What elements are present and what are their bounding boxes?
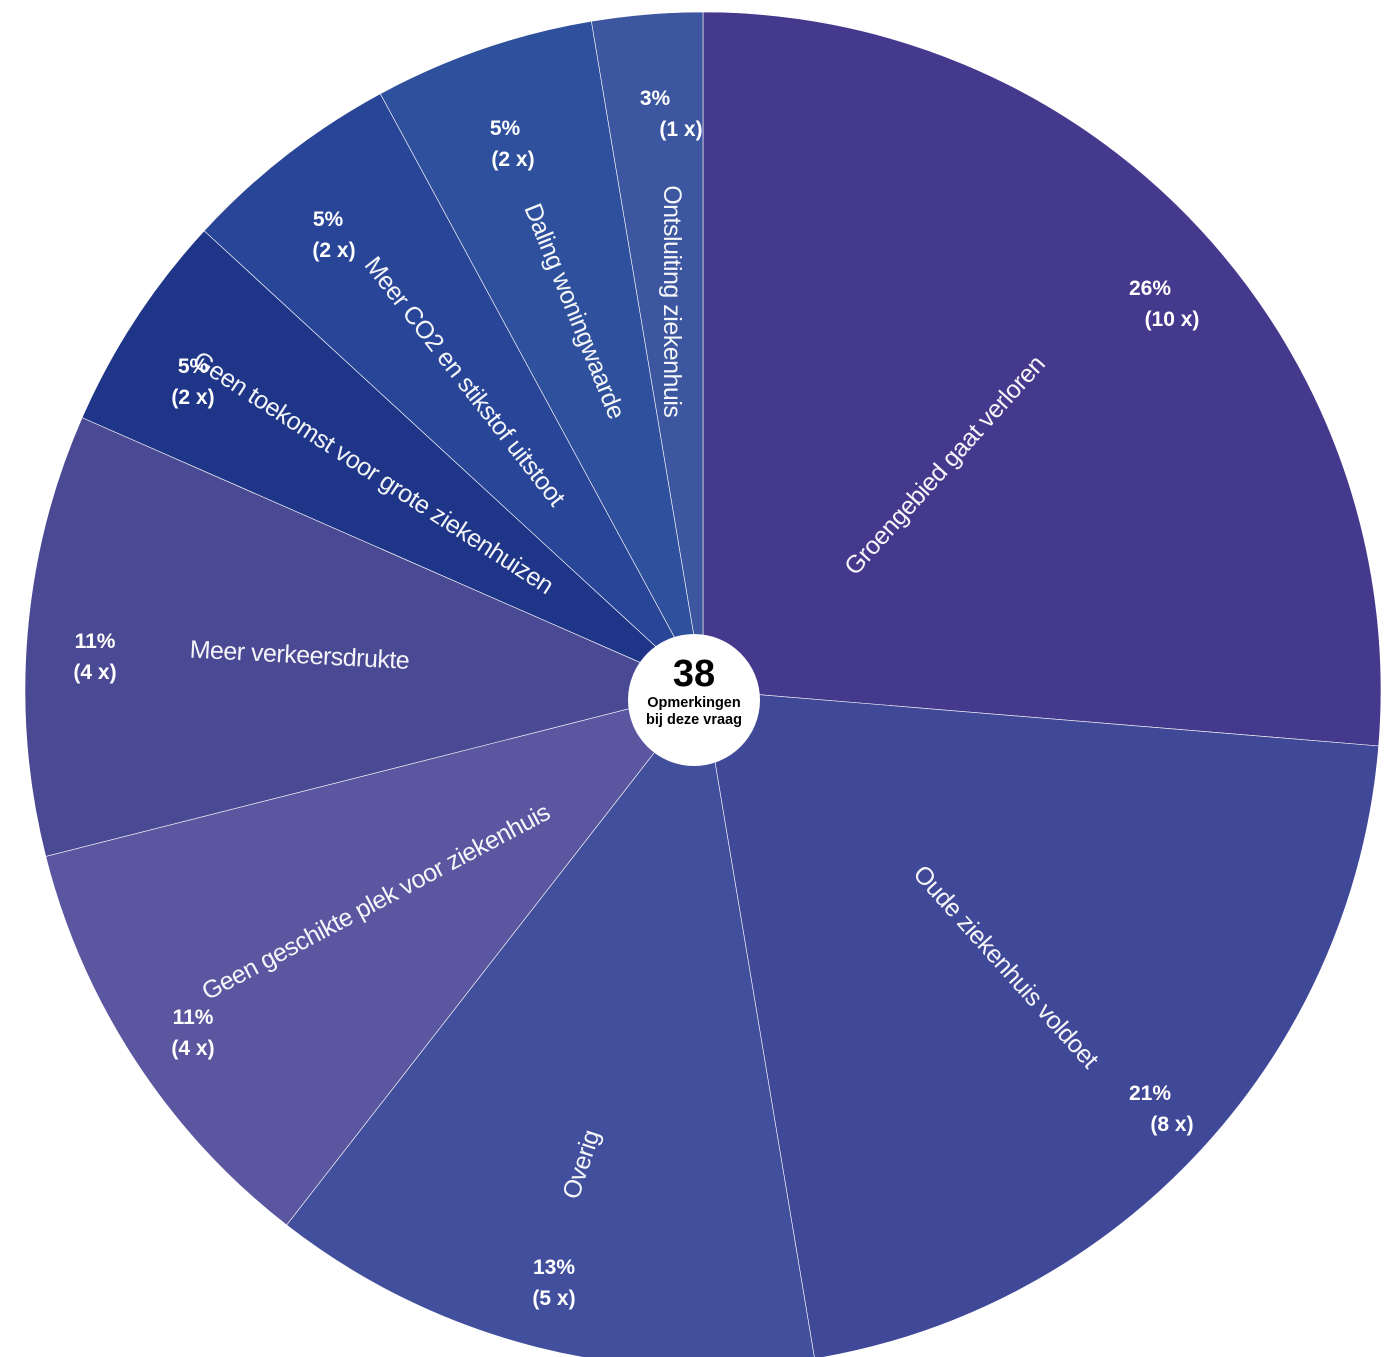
pie-slice-meer-verkeersdrukte <box>24 417 704 857</box>
percent-label-ontsluiting-ziekenhuis: 3% <box>640 87 671 110</box>
category-label-ontsluiting-ziekenhuis: Ontsluiting ziekenhuis <box>658 185 686 417</box>
count-label-geen-geschikte-plek-voor-ziekenhuis: (4 x) <box>171 1037 214 1060</box>
count-label-meer-co2-en-stikstof-uitstoot: (2 x) <box>312 239 355 262</box>
pie-slice-geen-toekomst-voor-grote-ziekenhuizen <box>81 230 704 691</box>
center-circle <box>628 634 760 766</box>
pie-slice-daling-woningwaarde <box>379 20 704 691</box>
percent-label-geen-geschikte-plek-voor-ziekenhuis: 11% <box>173 1006 214 1029</box>
pie-slice-geen-geschikte-plek-voor-ziekenhuis <box>45 689 704 1226</box>
pie-slice-overig <box>286 689 815 1357</box>
pie-slice-meer-co2-en-stikstof-uitstoot <box>203 93 704 691</box>
percent-label-meer-verkeersdrukte: 11% <box>75 630 116 653</box>
center-line-1: Opmerkingen <box>647 695 740 711</box>
percent-label-meer-co2-en-stikstof-uitstoot: 5% <box>313 208 344 231</box>
count-label-ontsluiting-ziekenhuis: (1 x) <box>659 118 702 141</box>
count-label-overig: (5 x) <box>532 1287 575 1310</box>
percent-label-groengebied-gaat-verloren: 26% <box>1129 277 1171 300</box>
pie-slice-ontsluiting-ziekenhuis <box>591 11 704 691</box>
value-labels: 26% (10 x) 21% (8 x) 13% (5 x) 11% (4 x) 11% (4 x… <box>73 87 1199 1310</box>
percent-label-daling-woningwaarde: 5% <box>490 117 521 140</box>
count-label-oude-ziekenhuis-voldoet: (8 x) <box>1150 1113 1193 1136</box>
count-label-daling-woningwaarde: (2 x) <box>491 148 534 171</box>
percent-label-overig: 13% <box>533 1256 575 1279</box>
count-label-geen-toekomst-voor-grote-ziekenhuizen: (2 x) <box>171 386 214 409</box>
pie-slices <box>24 11 1382 1357</box>
center-line-2: bij deze vraag <box>646 712 742 728</box>
count-label-meer-verkeersdrukte: (4 x) <box>73 661 116 684</box>
center-badge: 38 Opmerkingen bij deze vraag <box>628 634 760 766</box>
center-total: 38 <box>673 653 715 695</box>
percent-label-oude-ziekenhuis-voldoet: 21% <box>1129 1082 1171 1105</box>
pie-slice-oude-ziekenhuis-voldoet <box>702 689 1380 1357</box>
count-label-groengebied-gaat-verloren: (10 x) <box>1145 308 1200 331</box>
percent-label-geen-toekomst-voor-grote-ziekenhuizen: 5% <box>178 355 209 378</box>
pie-slice-groengebied-gaat-verloren <box>702 11 1382 747</box>
